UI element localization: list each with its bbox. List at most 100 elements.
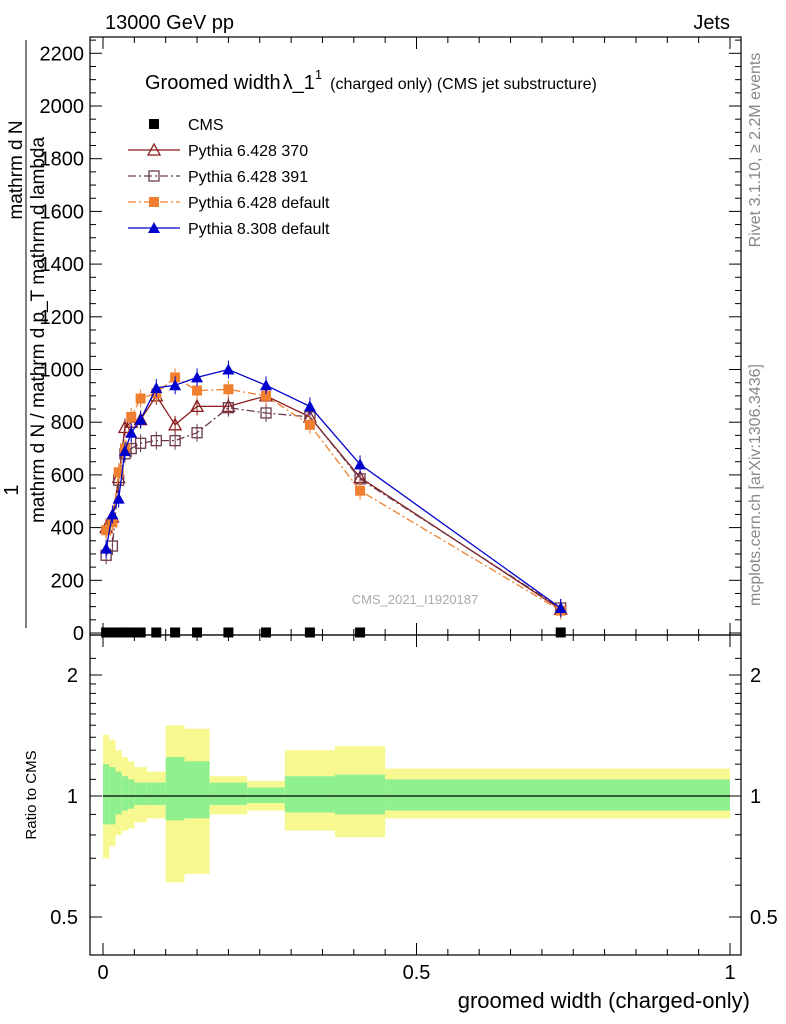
ratio-y-tick-label: 1 xyxy=(67,786,78,808)
data-point xyxy=(355,627,366,638)
y-label-top: mathrm d N xyxy=(6,120,27,219)
series-line xyxy=(105,368,562,609)
ratio-y-tick-label-right: 1 xyxy=(750,786,761,808)
data-point xyxy=(151,627,162,638)
ratio-band-inner xyxy=(334,774,386,815)
data-point xyxy=(119,627,130,638)
ratio-band-inner xyxy=(134,782,147,805)
data-point xyxy=(189,399,205,413)
x-tick-label: 1 xyxy=(724,962,735,984)
x-tick-label: 0 xyxy=(97,962,108,984)
main-series-group xyxy=(99,360,568,638)
ratio-band-inner xyxy=(115,771,122,815)
y-tick-label: 1000 xyxy=(40,360,85,382)
rivet-version-label: Rivet 3.1.10, ≥ 2.2M events xyxy=(747,53,764,248)
ratio-band-inner xyxy=(103,764,110,825)
main-panel: 0 200 400 600 800 1000 1200 1400 1600 1800 2000 220… xyxy=(40,36,742,645)
y-tick-label: 2200 xyxy=(40,43,85,65)
data-point xyxy=(555,627,566,638)
data-point xyxy=(261,627,272,638)
ratio-bands xyxy=(103,725,730,883)
data-point xyxy=(261,390,272,401)
data-point xyxy=(169,379,182,391)
chart-title-symbol: λ_1 xyxy=(283,72,315,94)
series-line xyxy=(105,394,562,610)
data-point xyxy=(107,627,118,638)
ratio-plot-frame xyxy=(89,634,742,956)
y-tick-label: 600 xyxy=(51,465,84,487)
analysis-watermark: CMS_2021_I1920187 xyxy=(352,592,479,607)
ratio-band-inner xyxy=(247,787,285,804)
data-point xyxy=(169,434,181,447)
data-point xyxy=(113,627,124,638)
data-point xyxy=(222,363,235,375)
ratio-y-tick-label-right: 2 xyxy=(750,665,761,687)
header-energy-label: 13000 GeV pp xyxy=(105,12,234,34)
chart-title: Groomed width λ_11 (charged only) (CMS jet… xyxy=(145,67,597,94)
legend-entry: Pythia 6.428 391 xyxy=(188,169,308,186)
series-line xyxy=(105,407,562,609)
y-tick-label: 2000 xyxy=(40,96,85,118)
y-tick-label: 0 xyxy=(73,623,84,645)
main-y-axis: 0 200 400 600 800 1000 1200 1400 1600 1800 2000 220… xyxy=(40,37,741,645)
data-point xyxy=(126,627,137,638)
x-tick-label: 0.5 xyxy=(403,962,431,984)
data-point xyxy=(168,417,183,431)
ratio-axes: 0.5 0.5 1 1 2 2 0 0.5 1 xyxy=(50,635,778,984)
chart-title-superscript: 1 xyxy=(315,67,322,82)
data-point xyxy=(303,400,316,412)
ratio-band-inner xyxy=(146,782,166,805)
ratio-band-inner xyxy=(209,782,248,805)
series-2 xyxy=(100,398,567,617)
data-point xyxy=(170,627,181,638)
y-tick-label: 1400 xyxy=(40,254,85,276)
series-4 xyxy=(100,360,567,617)
data-point xyxy=(223,384,234,395)
data-point xyxy=(192,385,203,396)
data-point xyxy=(223,627,234,638)
series-1 xyxy=(99,386,568,619)
y-tick-label: 800 xyxy=(51,412,84,434)
data-point xyxy=(192,627,203,638)
series-3 xyxy=(101,368,566,620)
data-point xyxy=(150,434,162,447)
legend-marker xyxy=(148,170,160,182)
series-0 xyxy=(101,627,566,638)
data-point xyxy=(106,508,119,520)
x-axis-label: groomed width (charged-only) xyxy=(458,988,750,1013)
legend-marker xyxy=(149,119,159,129)
legend-entry: Pythia 6.428 default xyxy=(188,195,330,212)
data-point xyxy=(135,627,146,638)
ratio-y-tick-label-right: 0.5 xyxy=(750,907,778,929)
legend-entry: Pythia 8.308 default xyxy=(188,221,330,238)
data-point xyxy=(100,542,113,554)
ratio-band-inner xyxy=(121,776,129,811)
ratio-band-inner xyxy=(284,776,335,813)
ratio-y-tick-label: 0.5 xyxy=(50,907,78,929)
series-line xyxy=(105,376,562,612)
data-point xyxy=(134,413,147,425)
data-point xyxy=(191,427,203,439)
ratio-y-label: Ratio to CMS xyxy=(23,750,40,839)
data-point xyxy=(125,426,138,438)
data-point xyxy=(260,379,273,391)
ratio-y-tick-label: 2 xyxy=(67,665,78,687)
data-point xyxy=(260,407,272,419)
data-point xyxy=(112,492,125,504)
data-point xyxy=(150,381,163,393)
data-point xyxy=(134,437,147,449)
ratio-band-inner xyxy=(128,779,135,809)
data-point xyxy=(191,371,204,383)
data-point xyxy=(304,627,315,638)
y-label-denominator: mathrm d N / mathrm d p_T mathrm d lambd… xyxy=(28,137,49,524)
legend-marker xyxy=(148,222,160,233)
y-tick-label: 1200 xyxy=(40,307,85,329)
mcplots-label: mcplots.cern.ch [arXiv:1306.3436] xyxy=(747,364,764,606)
y-tick-label: 1800 xyxy=(40,149,85,171)
y-tick-label: 200 xyxy=(51,570,84,592)
data-point xyxy=(126,411,137,422)
legend-marker xyxy=(149,197,159,207)
legend-entry: CMS xyxy=(188,117,224,134)
data-point xyxy=(101,627,112,638)
